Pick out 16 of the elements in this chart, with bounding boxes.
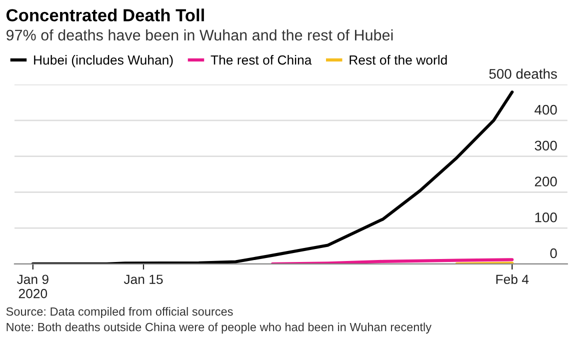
x-tick-label: Jan 9 2020 <box>16 274 48 298</box>
y-tick-label: 300 <box>534 140 557 151</box>
chart-title: Concentrated Death Toll <box>6 8 204 22</box>
y-tick-label: 100 <box>535 212 557 222</box>
y-tick-label: 400 <box>534 104 557 115</box>
legend-label: Rest of the world <box>350 55 447 65</box>
x-tick-label: Jan 15 <box>124 274 163 284</box>
legend-label: The rest of China <box>210 55 312 65</box>
y-tick-label: 500 deaths <box>489 68 557 79</box>
chart-subtitle: 97% of deaths have been in Wuhan and the rest of Hubei <box>6 29 393 41</box>
source-note: Source: Data compiled from official sources <box>6 307 233 318</box>
y-tick-label: 200 <box>534 176 557 186</box>
legend-label: Hubei (includes Wuhan) <box>34 55 173 68</box>
x-tick-label: Feb 4 <box>496 274 529 284</box>
y-tick-label: 0 <box>550 248 557 258</box>
text: Note: Both deaths outside China were of people who had been in Wuhan recently <box>6 322 432 334</box>
